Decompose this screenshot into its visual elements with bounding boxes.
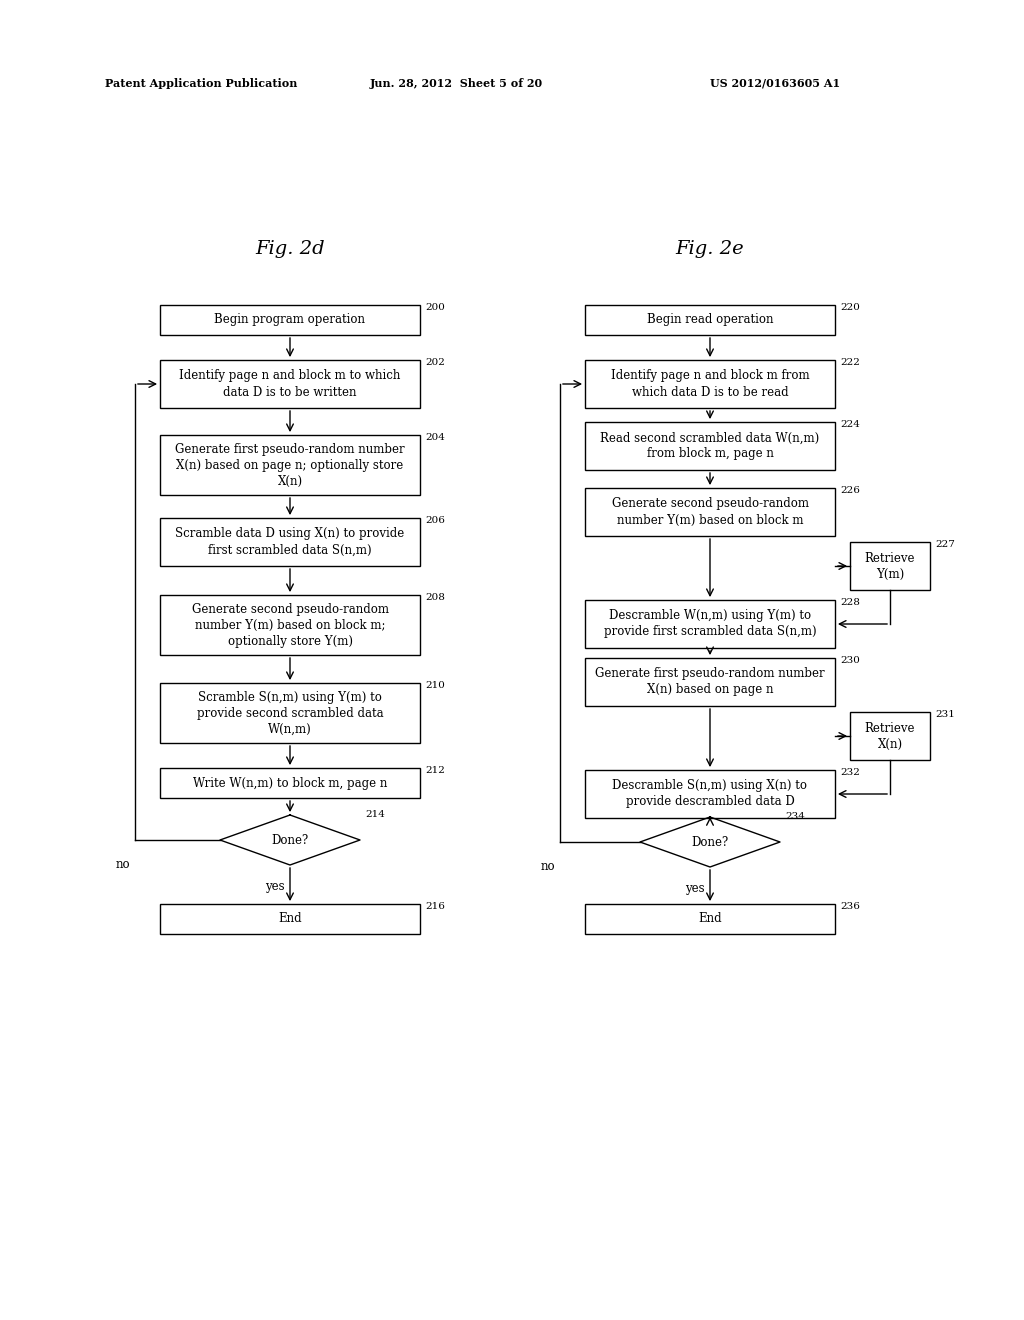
Text: Jun. 28, 2012  Sheet 5 of 20: Jun. 28, 2012 Sheet 5 of 20: [370, 78, 543, 88]
Text: 222: 222: [840, 358, 860, 367]
Text: 206: 206: [425, 516, 444, 525]
Text: 232: 232: [840, 768, 860, 777]
Bar: [585, 601, 835, 648]
Text: Generate first pseudo-random number
X(n) based on page n: Generate first pseudo-random number X(n)…: [595, 668, 824, 697]
Text: 220: 220: [840, 304, 860, 312]
Text: 210: 210: [425, 681, 444, 690]
Text: no: no: [116, 858, 130, 871]
Text: 227: 227: [935, 540, 954, 549]
Bar: [585, 422, 835, 470]
Bar: [160, 360, 420, 408]
Text: Done?: Done?: [271, 833, 308, 846]
Text: 236: 236: [840, 902, 860, 911]
Text: 208: 208: [425, 593, 444, 602]
Text: Scramble data D using X(n) to provide
first scrambled data S(n,m): Scramble data D using X(n) to provide fi…: [175, 528, 404, 557]
Text: 204: 204: [425, 433, 444, 442]
Text: Fig. 2d: Fig. 2d: [255, 240, 325, 257]
Bar: [585, 904, 835, 935]
Text: yes: yes: [685, 882, 705, 895]
Text: End: End: [698, 912, 722, 925]
Text: 212: 212: [425, 766, 444, 775]
Text: no: no: [541, 861, 555, 873]
Text: 230: 230: [840, 656, 860, 665]
Bar: [585, 360, 835, 408]
Text: Begin program operation: Begin program operation: [214, 314, 366, 326]
Text: 231: 231: [935, 710, 954, 719]
Bar: [160, 305, 420, 335]
Text: Generate first pseudo-random number
X(n) based on page n; optionally store
X(n): Generate first pseudo-random number X(n)…: [175, 442, 404, 487]
Text: 234: 234: [785, 812, 805, 821]
Text: Scramble S(n,m) using Y(m) to
provide second scrambled data
W(n,m): Scramble S(n,m) using Y(m) to provide se…: [197, 690, 383, 735]
Text: Generate second pseudo-random
number Y(m) based on block m;
optionally store Y(m: Generate second pseudo-random number Y(m…: [191, 602, 388, 648]
Text: Retrieve
X(n): Retrieve X(n): [864, 722, 915, 751]
Bar: [585, 770, 835, 818]
Text: Fig. 2e: Fig. 2e: [676, 240, 744, 257]
Text: 224: 224: [840, 420, 860, 429]
Text: yes: yes: [265, 880, 285, 894]
Bar: [585, 305, 835, 335]
Text: Generate second pseudo-random
number Y(m) based on block m: Generate second pseudo-random number Y(m…: [611, 498, 809, 527]
Text: Write W(n,m) to block m, page n: Write W(n,m) to block m, page n: [193, 776, 387, 789]
Text: 214: 214: [365, 810, 385, 818]
Bar: [160, 904, 420, 935]
Text: 202: 202: [425, 358, 444, 367]
Bar: [160, 517, 420, 566]
Text: 228: 228: [840, 598, 860, 607]
Text: Descramble S(n,m) using X(n) to
provide descrambled data D: Descramble S(n,m) using X(n) to provide …: [612, 780, 808, 808]
Text: 216: 216: [425, 902, 444, 911]
Text: Read second scrambled data W(n,m)
from block m, page n: Read second scrambled data W(n,m) from b…: [600, 432, 819, 461]
Bar: [160, 682, 420, 743]
Bar: [160, 768, 420, 799]
Text: Begin read operation: Begin read operation: [647, 314, 773, 326]
Bar: [160, 436, 420, 495]
Bar: [850, 711, 930, 760]
Bar: [160, 595, 420, 655]
Text: 200: 200: [425, 304, 444, 312]
Text: Descramble W(n,m) using Y(m) to
provide first scrambled data S(n,m): Descramble W(n,m) using Y(m) to provide …: [604, 610, 816, 639]
Bar: [850, 543, 930, 590]
Text: Identify page n and block m from
which data D is to be read: Identify page n and block m from which d…: [610, 370, 809, 399]
Text: Done?: Done?: [691, 836, 729, 849]
Text: 226: 226: [840, 486, 860, 495]
Bar: [585, 657, 835, 706]
Text: Patent Application Publication: Patent Application Publication: [105, 78, 297, 88]
Text: US 2012/0163605 A1: US 2012/0163605 A1: [710, 78, 840, 88]
Text: End: End: [279, 912, 302, 925]
Text: Identify page n and block m to which
data D is to be written: Identify page n and block m to which dat…: [179, 370, 400, 399]
Bar: [585, 488, 835, 536]
Text: Retrieve
Y(m): Retrieve Y(m): [864, 552, 915, 581]
